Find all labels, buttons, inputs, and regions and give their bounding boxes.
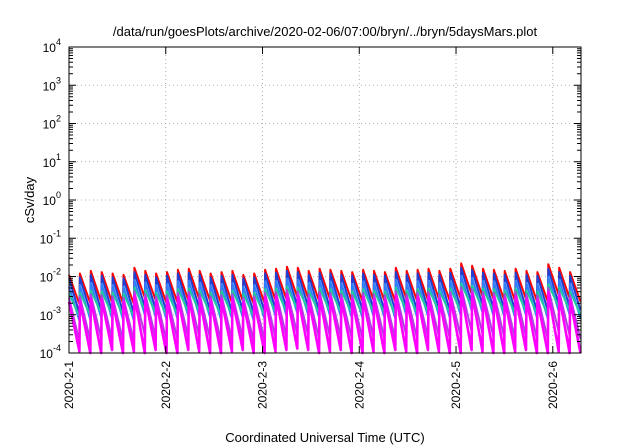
x-tick-label: 2020-2-1 [62,361,76,409]
y-tick-base: 10 [43,79,57,93]
series-line [67,290,582,355]
y-tick-label: 103 [43,75,61,93]
x-axis-title: Coordinated Universal Time (UTC) [225,430,424,445]
y-tick-label: 10-4 [40,343,61,361]
y-tick-exponent: 1 [56,152,61,162]
y-tick-exponent: 3 [56,75,61,85]
x-tick-label: 2020-2-5 [449,361,463,409]
axis-ticks [68,46,581,354]
y-tick-exponent: -3 [53,305,61,315]
y-tick-base: 10 [43,156,57,170]
y-tick-label: 10-2 [40,267,61,285]
y-tick-label: 100 [43,190,61,208]
x-tick-labels: 2020-2-1 2020-2-2 2020-2-3 2020-2-4 2020-2-5… [62,361,560,409]
x-tick-label: 2020-2-2 [159,361,173,409]
y-tick-exponent: 4 [56,37,61,47]
y-tick-base: 10 [43,118,57,132]
y-tick-exponent: -2 [53,267,61,277]
y-tick-base: 10 [43,194,57,208]
y-tick-base: 10 [40,347,54,361]
y-tick-exponent: 2 [56,114,61,124]
x-tick-label: 2020-2-6 [546,361,560,409]
series-group [67,262,582,355]
y-tick-label: 10-3 [40,305,61,323]
y-axis-title: cSv/day [22,176,37,223]
y-tick-label: 102 [43,114,61,132]
y-tick-label: 104 [43,37,61,55]
y-tick-exponent: -4 [53,343,61,353]
x-tick-label: 2020-2-3 [256,361,270,409]
y-tick-base: 10 [40,271,54,285]
y-tick-label: 101 [43,152,61,170]
y-tick-exponent: 0 [56,190,61,200]
chart-title: /data/run/goesPlots/archive/2020-02-06/0… [113,24,538,39]
y-tick-label: 10-1 [40,228,61,246]
x-tick-label: 2020-2-4 [352,361,366,409]
y-tick-exponent: -1 [53,228,61,238]
y-tick-base: 10 [40,309,54,323]
y-tick-base: 10 [43,41,57,55]
y-tick-base: 10 [40,232,54,246]
